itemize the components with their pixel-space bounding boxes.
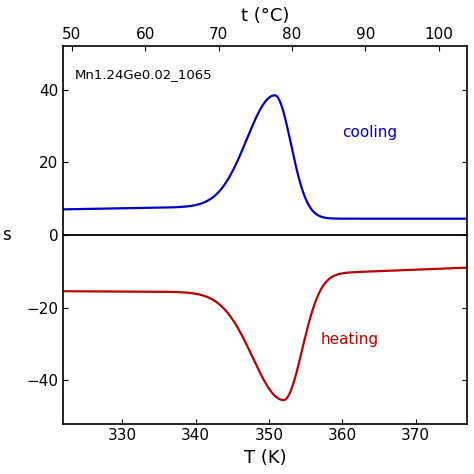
X-axis label: t (°C): t (°C) — [241, 7, 290, 25]
Text: cooling: cooling — [342, 125, 397, 140]
X-axis label: T (K): T (K) — [244, 449, 287, 467]
Text: s: s — [2, 226, 11, 244]
Text: heating: heating — [320, 332, 378, 347]
Text: Mn1.24Ge0.02_1065: Mn1.24Ge0.02_1065 — [74, 68, 212, 81]
